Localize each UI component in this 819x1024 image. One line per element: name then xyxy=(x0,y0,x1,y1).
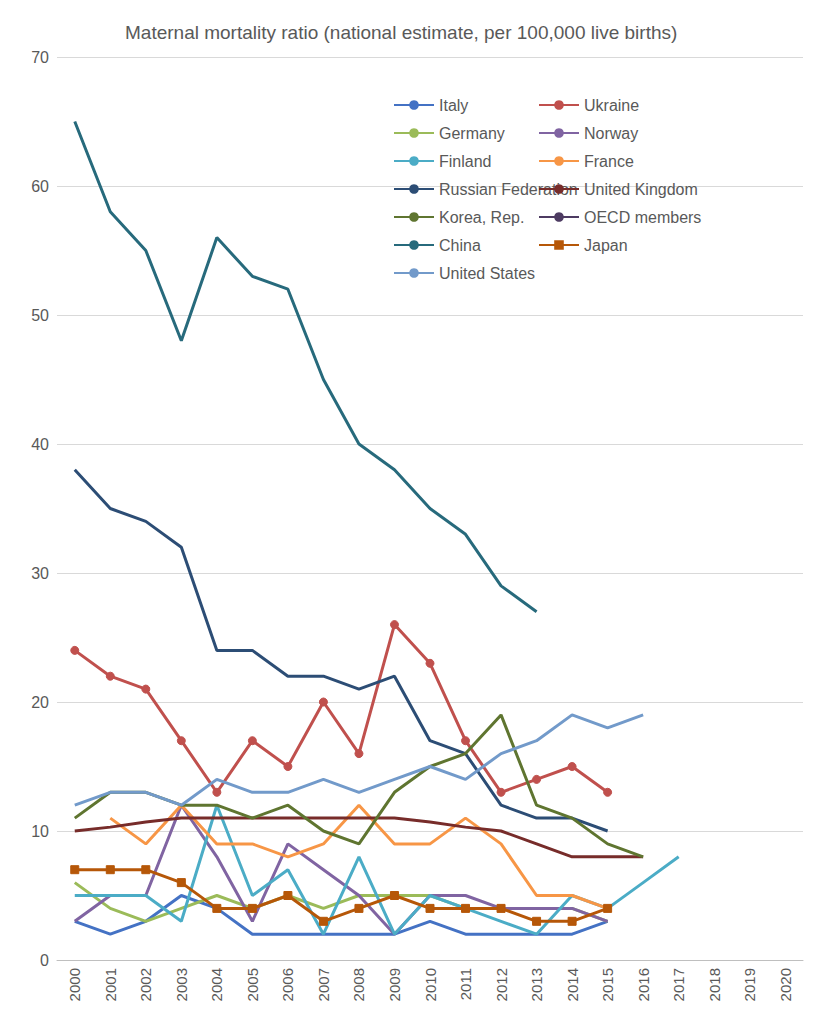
svg-text:China: China xyxy=(439,237,481,254)
svg-text:2014: 2014 xyxy=(564,968,581,1001)
svg-text:OECD members: OECD members xyxy=(584,209,701,226)
svg-text:2001: 2001 xyxy=(102,968,119,1001)
svg-text:Japan: Japan xyxy=(584,237,628,254)
svg-text:France: France xyxy=(584,153,634,170)
svg-text:2011: 2011 xyxy=(457,968,474,1000)
svg-text:2008: 2008 xyxy=(350,968,367,1001)
svg-text:10: 10 xyxy=(31,823,49,840)
svg-text:2018: 2018 xyxy=(706,968,723,1001)
svg-text:Korea, Rep.: Korea, Rep. xyxy=(439,209,524,226)
svg-text:2003: 2003 xyxy=(173,968,190,1001)
svg-text:Germany: Germany xyxy=(439,125,505,142)
svg-text:Italy: Italy xyxy=(439,97,468,114)
svg-text:Norway: Norway xyxy=(584,125,638,142)
svg-text:2013: 2013 xyxy=(528,968,545,1001)
svg-text:2004: 2004 xyxy=(208,968,225,1001)
svg-text:2012: 2012 xyxy=(493,968,510,1001)
svg-text:Ukraine: Ukraine xyxy=(584,97,639,114)
svg-text:2005: 2005 xyxy=(244,968,261,1001)
svg-text:60: 60 xyxy=(31,178,49,195)
svg-text:2020: 2020 xyxy=(777,968,794,1001)
svg-text:2016: 2016 xyxy=(635,968,652,1001)
svg-text:2007: 2007 xyxy=(315,968,332,1001)
svg-text:70: 70 xyxy=(31,49,49,66)
svg-text:30: 30 xyxy=(31,565,49,582)
svg-text:2010: 2010 xyxy=(422,968,439,1001)
svg-text:50: 50 xyxy=(31,307,49,324)
svg-text:0: 0 xyxy=(40,952,49,969)
svg-text:Finland: Finland xyxy=(439,153,491,170)
svg-text:20: 20 xyxy=(31,694,49,711)
svg-text:Maternal mortality ratio (nati: Maternal mortality ratio (national estim… xyxy=(125,22,677,43)
svg-text:2006: 2006 xyxy=(279,968,296,1001)
svg-text:2009: 2009 xyxy=(386,968,403,1001)
svg-text:United Kingdom: United Kingdom xyxy=(584,181,698,198)
svg-text:2017: 2017 xyxy=(670,968,687,1001)
svg-text:United States: United States xyxy=(439,265,535,282)
svg-text:2002: 2002 xyxy=(137,968,154,1001)
svg-text:40: 40 xyxy=(31,436,49,453)
svg-text:2015: 2015 xyxy=(599,968,616,1001)
svg-text:2000: 2000 xyxy=(66,968,83,1001)
svg-text:Russian Federation: Russian Federation xyxy=(439,181,578,198)
svg-text:2019: 2019 xyxy=(741,968,758,1001)
